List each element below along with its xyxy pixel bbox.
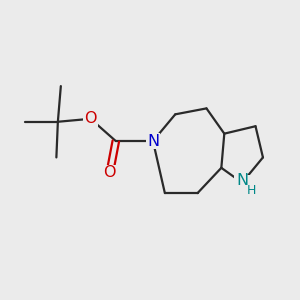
Text: H: H [247, 184, 256, 196]
Text: O: O [84, 111, 97, 126]
Text: O: O [103, 165, 116, 180]
Bar [234, 175, 250, 190]
Bar [102, 165, 117, 180]
Bar [146, 134, 160, 149]
Text: N: N [147, 134, 159, 148]
Bar [83, 111, 98, 127]
Text: N: N [236, 173, 248, 188]
